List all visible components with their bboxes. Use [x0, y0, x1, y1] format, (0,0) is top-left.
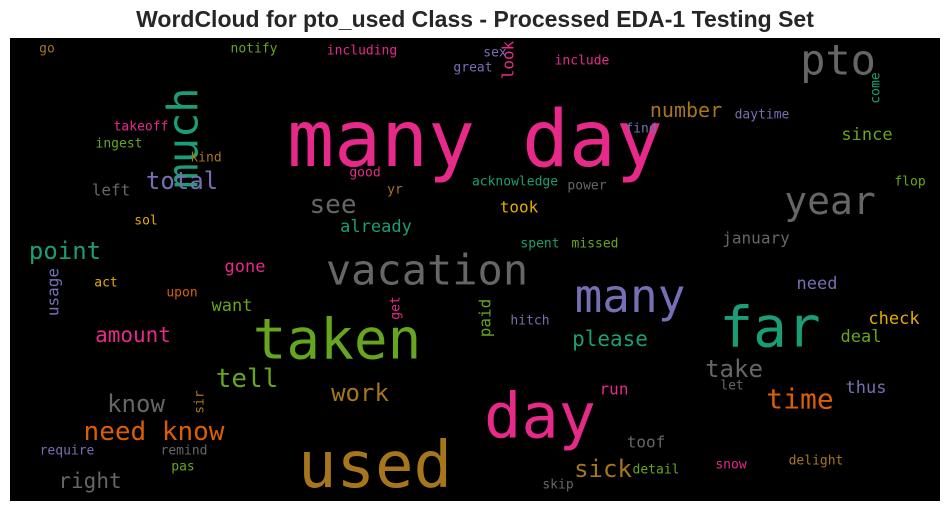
wordcloud-background	[10, 38, 940, 501]
word-want: want	[212, 296, 253, 316]
chart-title: WordCloud for pto_used Class - Processed…	[136, 6, 814, 32]
wordcloud-words: many day used taken far day vacation many much p…	[29, 38, 926, 501]
word-get: get	[389, 296, 404, 319]
word-work: work	[331, 379, 389, 407]
word-yr: yr	[387, 183, 403, 198]
word-pto: pto	[800, 38, 876, 85]
word-include: include	[555, 54, 610, 69]
word-look: look	[499, 40, 518, 79]
word-daytime: daytime	[735, 108, 790, 123]
word-day: day	[484, 380, 596, 453]
word-require: require	[40, 444, 95, 459]
word-usage: usage	[44, 268, 63, 316]
word-upon: upon	[166, 286, 197, 301]
word-good: good	[349, 166, 380, 181]
word-spent: spent	[520, 237, 559, 252]
word-need-know: need know	[84, 417, 225, 447]
word-hitch: hitch	[510, 314, 549, 329]
word-run: run	[600, 380, 629, 399]
word-snow: snow	[715, 458, 746, 473]
word-thus: thus	[846, 378, 887, 398]
word-sex: sex	[483, 46, 507, 61]
word-acknowledge: acknowledge	[472, 175, 558, 190]
word-need: need	[797, 274, 838, 294]
word-time: time	[766, 383, 833, 416]
word-flop: flop	[894, 175, 925, 190]
word-great: great	[453, 61, 492, 76]
wordcloud-canvas: many day used taken far day vacation many much p…	[10, 38, 940, 501]
word-year: year	[784, 179, 876, 223]
word-toof: toof	[627, 433, 666, 452]
word-amount: amount	[95, 323, 171, 347]
word-takeoff: takeoff	[114, 120, 169, 135]
word-detail: detail	[633, 463, 680, 478]
word-used: used	[298, 429, 452, 501]
word-tell: tell	[216, 364, 279, 394]
word-pas: pas	[171, 460, 194, 475]
word-took: took	[500, 198, 539, 217]
word-power: power	[567, 179, 606, 194]
word-see: see	[310, 190, 357, 220]
word-go: go	[39, 42, 55, 57]
word-missed: missed	[572, 237, 619, 252]
word-sick: sick	[574, 455, 632, 483]
word-taken: taken	[253, 308, 422, 373]
word-come: come	[869, 72, 884, 103]
word-know: know	[107, 390, 165, 418]
word-remind: remind	[161, 444, 208, 459]
word-gone: gone	[225, 257, 266, 277]
word-notify: notify	[231, 42, 278, 57]
word-since: since	[841, 125, 892, 145]
word-number: number	[650, 98, 722, 122]
word-total: total	[146, 167, 218, 195]
word-already: already	[340, 217, 412, 237]
word-many-day: many day	[287, 95, 663, 185]
word-let: let	[720, 379, 743, 394]
word-kind: kind	[190, 151, 221, 166]
word-vacation: vacation	[326, 246, 528, 295]
word-delight: delight	[789, 454, 844, 469]
word-please: please	[572, 327, 648, 351]
word-check: check	[868, 309, 919, 329]
word-much: much	[159, 87, 208, 188]
word-point: point	[29, 237, 101, 265]
word-take: take	[705, 355, 763, 383]
word-left: left	[92, 181, 131, 200]
word-january: january	[722, 229, 790, 248]
word-right: right	[58, 469, 121, 493]
word-deal: deal	[841, 327, 882, 347]
word-ingest: ingest	[96, 137, 143, 152]
word-paid: paid	[476, 299, 495, 338]
word-many: many	[575, 269, 686, 323]
word-sir: sir	[193, 390, 208, 414]
word-find: find	[625, 122, 656, 137]
word-act: act	[94, 276, 117, 291]
word-sol: sol	[134, 214, 157, 229]
word-skip: skip	[542, 478, 573, 493]
word-far: far	[719, 296, 820, 361]
word-including: including	[327, 44, 397, 59]
